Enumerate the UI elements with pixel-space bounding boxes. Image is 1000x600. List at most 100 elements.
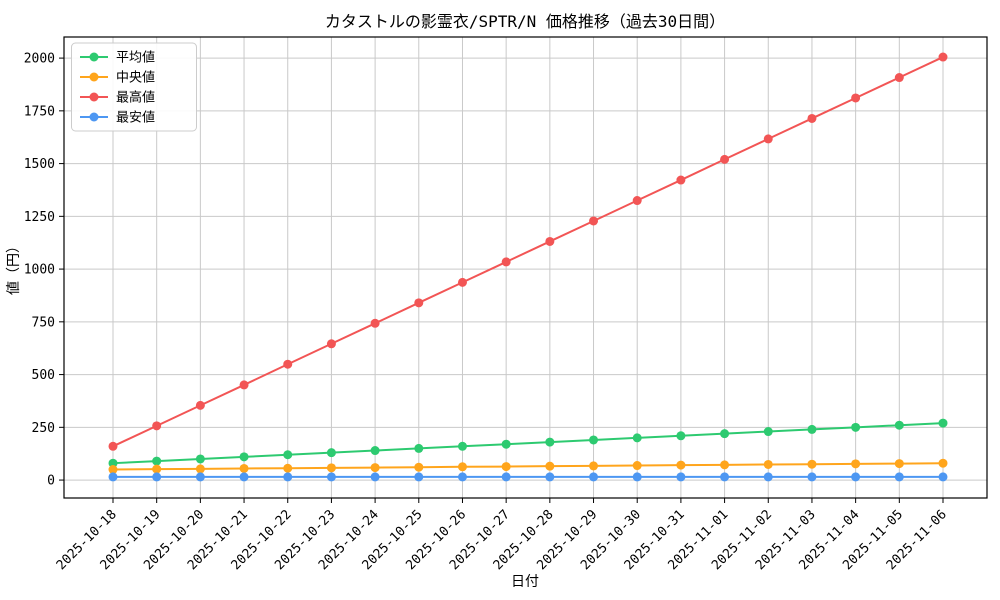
y-axis-label: 値（円） (6, 239, 22, 295)
legend-min-label: 最安値 (116, 110, 155, 126)
legend-max-label: 最高値 (116, 90, 155, 106)
series-max-point (326, 339, 336, 349)
legend-median-marker-icon (89, 72, 99, 82)
series-max-point (108, 441, 118, 451)
series-max-point (239, 380, 249, 390)
series-median-point (370, 463, 380, 473)
y-tick-label: 1000 (24, 263, 55, 278)
series-min-point (239, 472, 249, 482)
series-average-point (589, 435, 599, 445)
series-average-point (239, 452, 249, 462)
legend-box (71, 42, 197, 132)
series-max-point (414, 298, 424, 308)
series-median-point (195, 464, 205, 474)
series-average-point (283, 450, 293, 460)
y-tick-label: 0 (47, 474, 55, 489)
series-max-point (763, 134, 773, 144)
series-min-point (195, 472, 205, 482)
series-median-point (938, 458, 948, 468)
series-max-point (152, 421, 162, 431)
series-max-point (501, 257, 511, 267)
series-median-point (545, 461, 555, 471)
y-tick-label: 1500 (24, 157, 55, 172)
series-average-point (370, 446, 380, 456)
series-min-point (894, 472, 904, 482)
series-max-point (676, 175, 686, 185)
series-average-point (632, 433, 642, 443)
series-median-point (414, 462, 424, 472)
series-median-point (239, 463, 249, 473)
series-min-point (152, 472, 162, 482)
series-average-point (894, 420, 904, 430)
series-min-point (457, 472, 467, 482)
series-min-point (283, 472, 293, 482)
chart-title: カタストルの影霊衣/SPTR/N 価格推移（過去30日間） (325, 12, 725, 31)
series-average-point (326, 448, 336, 458)
series-average-point (763, 427, 773, 437)
y-tick-label: 2000 (24, 52, 55, 67)
series-max-point (720, 154, 730, 164)
series-max-point (195, 400, 205, 410)
series-average-point (414, 443, 424, 453)
series-average-point (851, 422, 861, 432)
series-average-point (938, 418, 948, 428)
series-min-point (632, 472, 642, 482)
series-median-point (632, 461, 642, 471)
series-min-point (676, 472, 686, 482)
series-max-point (283, 359, 293, 369)
series-max-point (632, 196, 642, 206)
y-tick-label: 1750 (24, 104, 55, 119)
series-average-point (807, 424, 817, 434)
legend-max-marker-icon (89, 92, 99, 102)
series-average-point (457, 441, 467, 451)
series-min-point (326, 472, 336, 482)
series-min-point (501, 472, 511, 482)
series-max-point (851, 93, 861, 103)
series-average-point (195, 454, 205, 464)
y-tick-label: 1250 (24, 210, 55, 225)
series-median-point (720, 460, 730, 470)
series-average-line (112, 422, 944, 465)
y-tick-label: 750 (32, 315, 55, 330)
legend-average-marker-icon (89, 52, 99, 62)
series-min-point (938, 472, 948, 482)
series-median-point (589, 461, 599, 471)
series-median-point (894, 459, 904, 469)
series-max-point (545, 236, 555, 246)
series-min-point (414, 472, 424, 482)
series-average-point (501, 439, 511, 449)
series-median-point (108, 465, 118, 475)
y-tick-label: 250 (32, 421, 55, 436)
series-median-point (152, 464, 162, 474)
series-median-line (112, 462, 944, 471)
series-max-point (807, 113, 817, 123)
series-max-point (938, 52, 948, 62)
series-max-point (589, 216, 599, 226)
y-tick-label: 500 (32, 368, 55, 383)
series-average-point (676, 431, 686, 441)
series-max-point (370, 318, 380, 328)
legend-average-label: 平均値 (116, 50, 155, 66)
series-median-point (501, 462, 511, 472)
plot-frame (63, 36, 988, 499)
legend-min-marker-icon (89, 112, 99, 122)
series-median-point (326, 463, 336, 473)
series-min-point (108, 472, 118, 482)
series-min-point (720, 472, 730, 482)
series-median-point (851, 459, 861, 469)
series-min-point (545, 472, 555, 482)
series-min-point (370, 472, 380, 482)
series-average-point (720, 429, 730, 439)
series-median-point (807, 459, 817, 469)
series-average-point (152, 456, 162, 466)
x-axis-label: 日付 (511, 574, 539, 590)
series-max-point (457, 277, 467, 287)
series-min-point (851, 472, 861, 482)
series-min-point (763, 472, 773, 482)
series-median-point (763, 459, 773, 469)
grid-layer (64, 37, 987, 498)
series-average-point (545, 437, 555, 447)
